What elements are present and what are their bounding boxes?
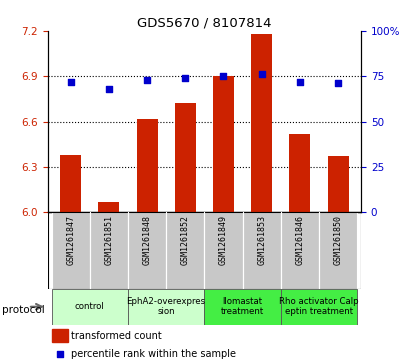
Bar	[166, 212, 205, 289]
Bar	[60, 155, 81, 212]
Bar	[319, 212, 357, 289]
Point	[105, 86, 112, 92]
Text: Rho activator Calp
eptin treatment: Rho activator Calp eptin treatment	[279, 297, 359, 317]
Bar	[90, 212, 128, 289]
Bar	[205, 212, 243, 289]
Point	[220, 73, 227, 79]
Bar	[52, 329, 68, 342]
Bar	[137, 119, 158, 212]
Bar	[98, 202, 120, 212]
Text: GSM1261851: GSM1261851	[104, 215, 113, 265]
Text: transformed count: transformed count	[71, 331, 162, 340]
Text: GSM1261846: GSM1261846	[295, 215, 305, 265]
Bar	[128, 289, 205, 325]
Point	[335, 81, 342, 86]
Text: GSM1261848: GSM1261848	[143, 215, 151, 265]
Point	[67, 79, 74, 85]
Bar	[289, 134, 310, 212]
Point	[297, 79, 303, 85]
Text: control: control	[75, 302, 105, 311]
Text: percentile rank within the sample: percentile rank within the sample	[71, 348, 237, 359]
Text: GSM1261847: GSM1261847	[66, 215, 75, 265]
Text: protocol: protocol	[2, 305, 45, 315]
Bar	[205, 289, 281, 325]
Title: GDS5670 / 8107814: GDS5670 / 8107814	[137, 17, 272, 30]
Bar	[327, 156, 349, 212]
Text: EphA2-overexpres
sion: EphA2-overexpres sion	[127, 297, 206, 317]
Bar	[251, 34, 272, 212]
Bar	[213, 76, 234, 212]
Point	[56, 351, 63, 356]
Point	[182, 75, 188, 81]
Bar	[281, 289, 357, 325]
Text: GSM1261852: GSM1261852	[181, 215, 190, 265]
Text: GSM1261853: GSM1261853	[257, 215, 266, 265]
Bar	[175, 103, 196, 212]
Point	[144, 77, 150, 83]
Text: llomastat
treatment: llomastat treatment	[221, 297, 264, 317]
Bar	[281, 212, 319, 289]
Text: GSM1261850: GSM1261850	[334, 215, 343, 265]
Bar	[51, 212, 90, 289]
Text: GSM1261849: GSM1261849	[219, 215, 228, 265]
Point	[259, 72, 265, 77]
Bar	[51, 289, 128, 325]
Bar	[243, 212, 281, 289]
Bar	[128, 212, 166, 289]
